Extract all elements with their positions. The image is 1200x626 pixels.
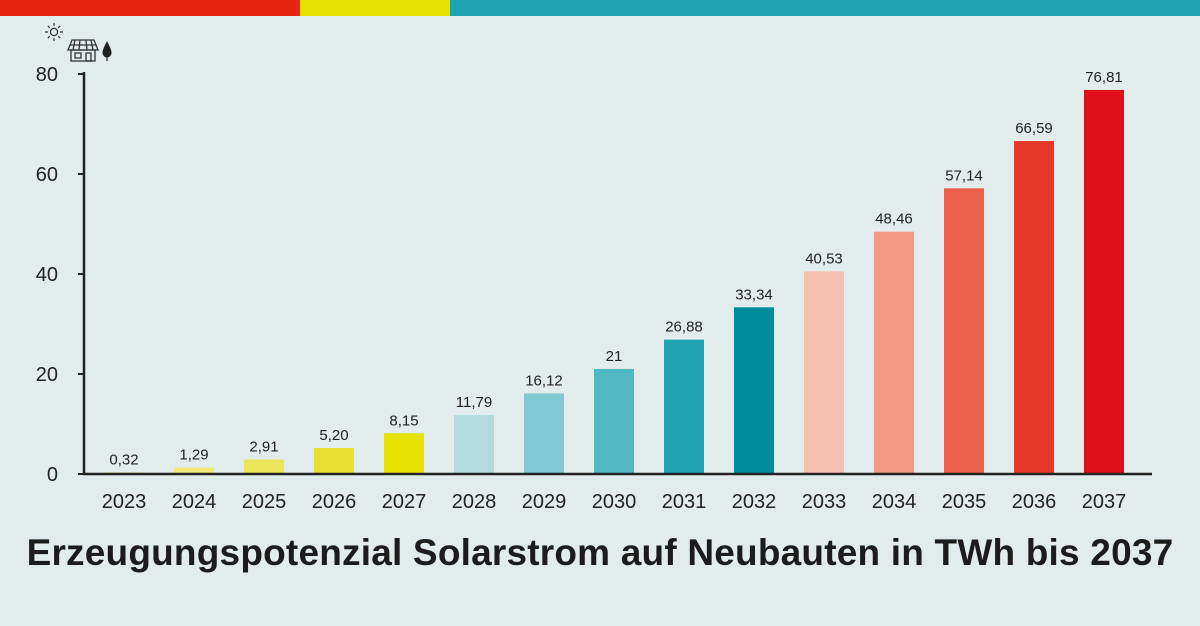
- top-bar-teal: [450, 0, 1200, 16]
- data-label: 21: [606, 348, 623, 365]
- x-tick-label: 2026: [312, 491, 357, 513]
- top-bar-red: [0, 0, 300, 16]
- data-label: 8,15: [389, 412, 418, 429]
- bar-2025: [244, 459, 284, 474]
- bar-2034: [874, 231, 914, 474]
- data-label: 5,20: [319, 427, 348, 444]
- x-tick-label: 2035: [942, 491, 987, 513]
- x-tick-label: 2037: [1082, 491, 1127, 513]
- x-tick-label: 2024: [172, 491, 217, 513]
- chart-title: Erzeugungspotenzial Solarstrom auf Neuba…: [26, 532, 1174, 573]
- data-label: 26,88: [665, 319, 703, 336]
- y-tick-label: 60: [36, 164, 58, 186]
- x-tick-label: 2031: [662, 491, 707, 513]
- x-tick-label: 2033: [802, 491, 847, 513]
- bar-2037: [1084, 89, 1124, 474]
- bar-2028: [454, 415, 494, 474]
- bar-2027: [384, 433, 424, 474]
- sun-icon: [45, 23, 63, 41]
- data-label: 76,81: [1085, 69, 1123, 86]
- x-tick-label: 2030: [592, 491, 637, 513]
- x-tick-label: 2028: [452, 491, 497, 513]
- x-tick-label: 2036: [1012, 491, 1057, 513]
- data-label: 2,91: [249, 438, 278, 455]
- top-bar-yellow: [300, 0, 450, 16]
- data-label: 0,32: [109, 451, 138, 468]
- y-tick-label: 80: [36, 64, 58, 86]
- bar-2030: [594, 369, 634, 474]
- x-tick-label: 2029: [522, 491, 567, 513]
- y-tick-label: 20: [36, 364, 58, 386]
- data-label: 66,59: [1015, 120, 1053, 137]
- data-label: 1,29: [179, 447, 208, 464]
- data-label: 16,12: [525, 372, 563, 389]
- bar-2031: [664, 339, 704, 474]
- data-label: 57,14: [945, 167, 983, 184]
- energy-icons: [45, 23, 112, 62]
- house-solar-icon: [67, 39, 99, 62]
- data-label: 33,34: [735, 286, 773, 303]
- x-tick-label: 2034: [872, 491, 917, 513]
- bar-2032: [734, 307, 774, 474]
- drop-icon: [102, 41, 112, 58]
- y-tick-label: 0: [47, 464, 58, 486]
- x-tick-label: 2025: [242, 491, 287, 513]
- bar-chart: 0 20 40 60 80 0,32 2023 1,29 2024 2,91 2025 5,20 202…: [36, 64, 1152, 513]
- data-label: 40,53: [805, 250, 843, 267]
- bar-2024: [174, 467, 214, 474]
- data-label: 11,79: [456, 394, 492, 411]
- bar-2029: [524, 393, 564, 474]
- bar-2035: [944, 188, 984, 475]
- top-color-bar: [0, 0, 1200, 16]
- x-tick-label: 2027: [382, 491, 427, 513]
- bar-2026: [314, 448, 354, 474]
- x-tick-label: 2023: [102, 491, 147, 513]
- bar-2033: [804, 271, 844, 474]
- bar-2036: [1014, 141, 1054, 475]
- data-label: 48,46: [875, 211, 913, 228]
- x-tick-label: 2032: [732, 491, 777, 513]
- y-tick-label: 40: [36, 264, 58, 286]
